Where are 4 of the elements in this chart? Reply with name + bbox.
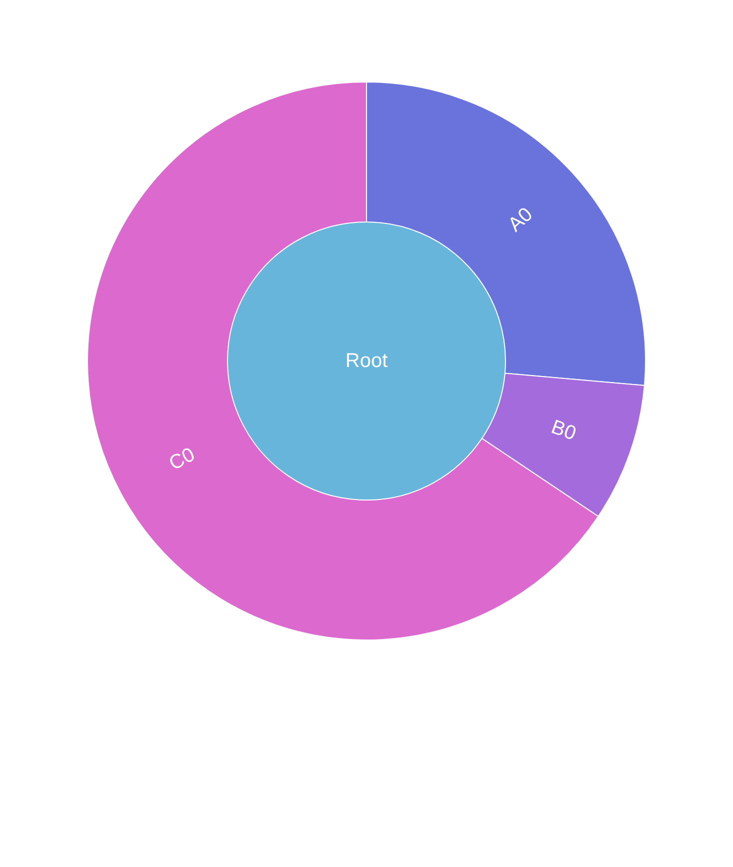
slice-label: Root (345, 350, 388, 372)
slice-label: A0 (504, 203, 538, 236)
slice-label: C0 (166, 444, 199, 476)
slice-label: B0 (548, 416, 579, 446)
